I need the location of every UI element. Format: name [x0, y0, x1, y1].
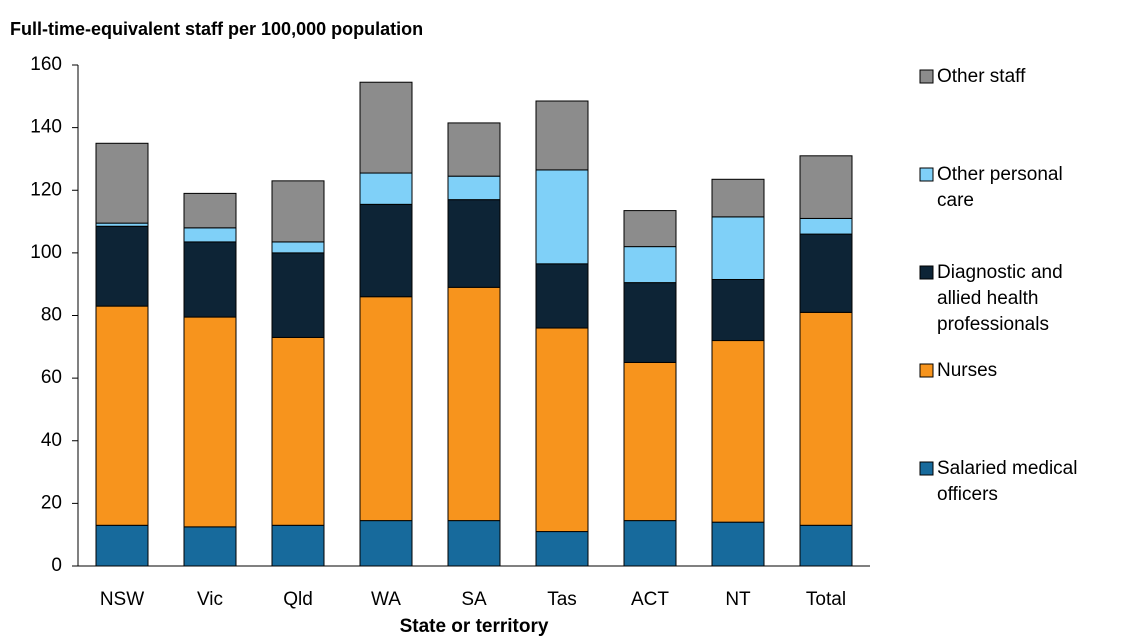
bar-segment	[799, 524, 853, 567]
bar-segment	[711, 278, 765, 342]
bar-segment	[95, 225, 149, 307]
y-tick-label: 0	[51, 555, 62, 576]
bar-segment	[359, 520, 413, 567]
bar-segment	[183, 316, 237, 528]
legend-label: Salaried medical officers	[937, 458, 1077, 505]
bar-segment	[271, 241, 325, 254]
x-tick-label: Tas	[547, 589, 577, 610]
legend-swatch	[919, 363, 934, 378]
x-tick-label: Qld	[283, 589, 313, 610]
bar-segment	[271, 252, 325, 338]
bar-segment	[623, 246, 677, 284]
y-tick-label: 120	[30, 179, 62, 200]
bar-segment	[447, 122, 501, 177]
bar-segment	[183, 241, 237, 318]
legend-swatch	[919, 461, 934, 476]
bar-segment	[711, 178, 765, 218]
bar-segment	[271, 524, 325, 567]
bar-segment	[535, 531, 589, 567]
bar-segment	[95, 305, 149, 526]
bar-segment	[183, 227, 237, 243]
bar-segment	[623, 282, 677, 363]
bar-segment	[183, 526, 237, 567]
legend-label: Diagnostic and allied health professionals	[937, 262, 1063, 335]
bar-segment	[359, 172, 413, 205]
legend-swatch	[919, 167, 934, 182]
bar-segment	[623, 361, 677, 522]
bar-segment	[95, 142, 149, 224]
legend-label: Other staff	[937, 66, 1026, 87]
bar-segment	[799, 155, 853, 219]
y-tick-label: 140	[30, 117, 62, 138]
y-tick-label: 80	[41, 305, 62, 326]
bar-segment	[799, 217, 853, 235]
y-tick-label: 20	[41, 492, 62, 513]
bar-segment	[359, 203, 413, 298]
y-tick-label: 60	[41, 367, 62, 388]
x-tick-label: NSW	[100, 589, 144, 610]
x-tick-label: ACT	[631, 589, 669, 610]
bar-segment	[711, 216, 765, 280]
x-tick-label: Total	[806, 589, 846, 610]
bar-segment	[359, 296, 413, 522]
bar-segment	[799, 311, 853, 526]
bar-segment	[535, 263, 589, 329]
bar-segment	[95, 524, 149, 567]
bar-segment	[359, 81, 413, 174]
bar-segment	[535, 169, 589, 265]
chart-title: Full-time-equivalent staff per 100,000 p…	[10, 19, 423, 39]
bar-segment	[623, 210, 677, 248]
x-tick-label: Vic	[197, 589, 223, 610]
bar-segment	[271, 336, 325, 526]
y-tick-label: 40	[41, 430, 62, 451]
bar-segment	[183, 192, 237, 229]
bar-segment	[271, 180, 325, 243]
x-tick-label: NT	[725, 589, 751, 610]
bar-segment	[535, 100, 589, 171]
bar-segment	[447, 286, 501, 522]
legend-label: Other personal care	[937, 164, 1063, 211]
bar-segment	[447, 175, 501, 201]
bar-segment	[535, 327, 589, 533]
legend-swatch	[919, 265, 934, 280]
bar-segment	[799, 233, 853, 313]
legend-swatch	[919, 69, 934, 84]
bar-segment	[711, 521, 765, 567]
bar-segment	[447, 199, 501, 288]
bar-segment	[623, 520, 677, 567]
y-tick-label: 100	[30, 242, 62, 263]
bar-segment	[711, 340, 765, 523]
y-tick-label: 160	[30, 54, 62, 75]
x-axis-label: State or territory	[400, 616, 549, 637]
x-tick-label: SA	[461, 589, 487, 610]
legend-label: Nurses	[937, 360, 997, 381]
bar-segment	[447, 520, 501, 567]
x-tick-label: WA	[371, 589, 401, 610]
